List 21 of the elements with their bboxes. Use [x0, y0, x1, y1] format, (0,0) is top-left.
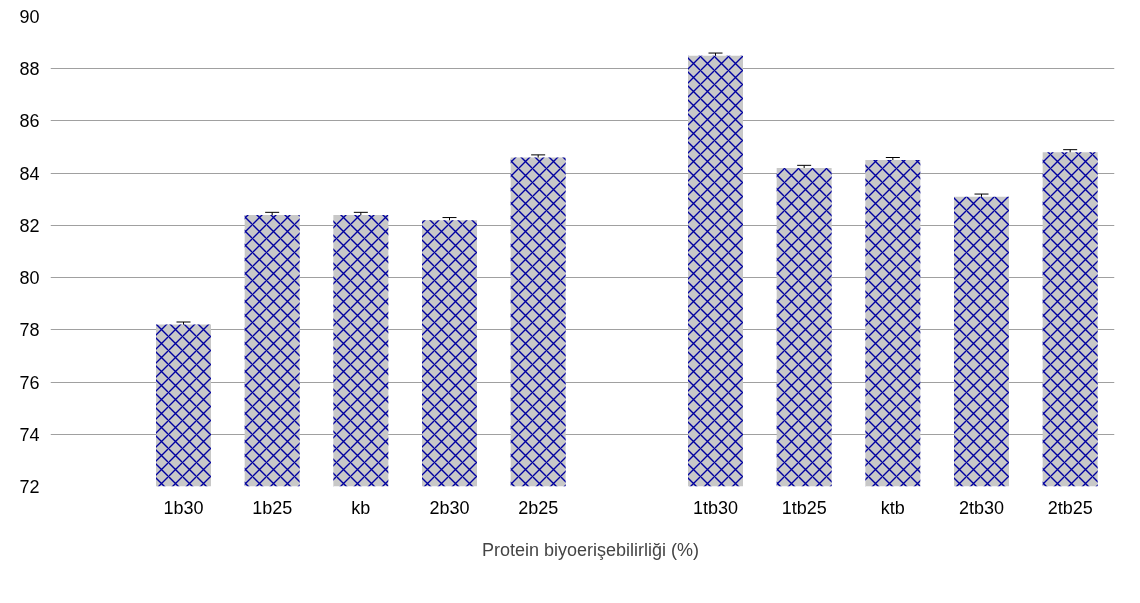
y-tick-label: 72: [19, 477, 40, 497]
x-tick-label: 2b30: [429, 497, 470, 518]
x-tick-label: ktb: [880, 497, 905, 518]
x-tick-label: kb: [351, 497, 371, 518]
y-tick-label: 84: [19, 163, 40, 184]
y-tick-label: 86: [19, 111, 40, 132]
y-tick-label: 74: [19, 424, 40, 445]
x-tick-label: 2tb25: [1047, 497, 1093, 518]
x-tick-label: 1b25: [252, 497, 293, 518]
text: Protein biyoerişebilirliği (%): [481, 539, 700, 561]
y-tick-label: 76: [19, 372, 40, 393]
x-tick-label: 1b30: [163, 497, 204, 518]
y-tick-label: 82: [19, 215, 40, 236]
y-tick-label: 90: [19, 7, 40, 27]
x-tick-label: 2b25: [518, 497, 559, 518]
y-tick-label: 78: [19, 320, 40, 341]
y-tick-label: 88: [19, 59, 40, 80]
x-tick-label: 1tb25: [781, 497, 827, 518]
x-tick-label: 2tb30: [958, 497, 1005, 518]
x-tick-label: 1tb30: [692, 497, 739, 518]
y-tick-label: 80: [19, 268, 40, 289]
